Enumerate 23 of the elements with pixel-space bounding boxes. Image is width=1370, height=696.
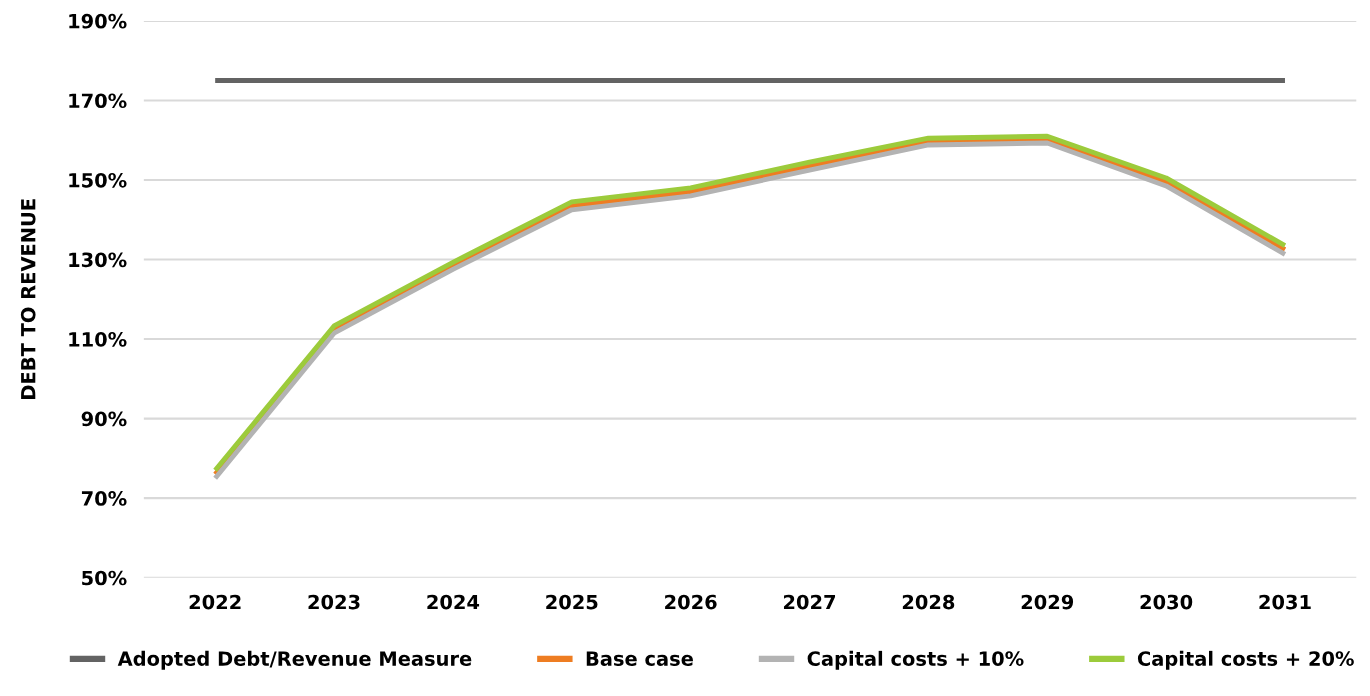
- x-tick-label: 2024: [427, 594, 480, 610]
- legend-label: Capital costs + 10%: [807, 650, 1024, 670]
- x-tick-label: 2027: [783, 594, 836, 610]
- y-tick-label: 190%: [69, 13, 127, 29]
- x-tick-label: 2029: [1021, 594, 1074, 610]
- y-tick-label: 70%: [81, 491, 127, 506]
- y-tick-label: 170%: [69, 93, 127, 109]
- legend-label: Adopted Debt/Revenue Measure: [117, 650, 472, 670]
- legend-label: Capital costs + 20%: [1137, 650, 1354, 670]
- x-tick-label: 2023: [308, 594, 360, 610]
- y-tick-label: 110%: [69, 332, 127, 347]
- x-tick-label: 2022: [189, 594, 241, 610]
- y-tick-label: 90%: [81, 411, 127, 427]
- x-tick-label: 2030: [1140, 594, 1193, 610]
- x-tick-label: 2031: [1259, 594, 1311, 610]
- legend-label: Base case: [586, 651, 693, 666]
- x-tick-label: 2026: [665, 594, 717, 610]
- y-axis-title: DEBT TO REVENUE: [20, 199, 36, 399]
- x-tick-label: 2025: [546, 594, 598, 610]
- y-tick-label: 50%: [82, 570, 127, 586]
- x-tick-label: 2028: [902, 594, 955, 610]
- y-tick-label: 130%: [69, 252, 127, 268]
- y-tick-label: 150%: [69, 172, 127, 188]
